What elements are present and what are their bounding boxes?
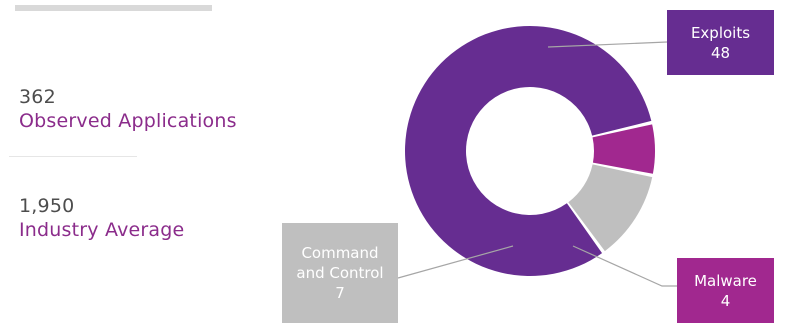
observed-applications-label: Observed Applications bbox=[19, 110, 237, 132]
malware-callout: Malware 4 bbox=[677, 258, 774, 323]
industry-average-stat: 1,950 Industry Average bbox=[19, 195, 184, 243]
command-control-callout-value: 7 bbox=[335, 284, 345, 302]
industry-average-label: Industry Average bbox=[19, 219, 185, 241]
industry-average-value: 1,950 bbox=[19, 195, 75, 217]
observed-applications-value: 362 bbox=[19, 86, 56, 108]
command-control-callout-line2: and Control bbox=[296, 264, 384, 282]
malware-callout-value: 4 bbox=[720, 291, 731, 310]
exploits-callout-label: Exploits bbox=[690, 23, 751, 42]
exploits-callout: Exploits 48 bbox=[667, 10, 774, 75]
stat-divider bbox=[9, 156, 137, 157]
header-accent-bar bbox=[15, 5, 212, 11]
observed-applications-stat: 362 Observed Applications bbox=[19, 86, 237, 134]
exploits-callout-value: 48 bbox=[710, 43, 731, 62]
donut-slice-exploits bbox=[405, 26, 652, 277]
donut-slice-command-and-control bbox=[568, 164, 653, 252]
donut-slice-malware bbox=[592, 124, 655, 174]
command-control-callout: Command and Control 7 bbox=[282, 223, 398, 323]
command-control-callout-line1: Command bbox=[301, 244, 379, 262]
leader-line-command-control bbox=[397, 245, 514, 279]
leader-line-exploits bbox=[547, 41, 668, 48]
malware-callout-label: Malware bbox=[694, 271, 757, 290]
leader-line-malware bbox=[572, 245, 677, 287]
